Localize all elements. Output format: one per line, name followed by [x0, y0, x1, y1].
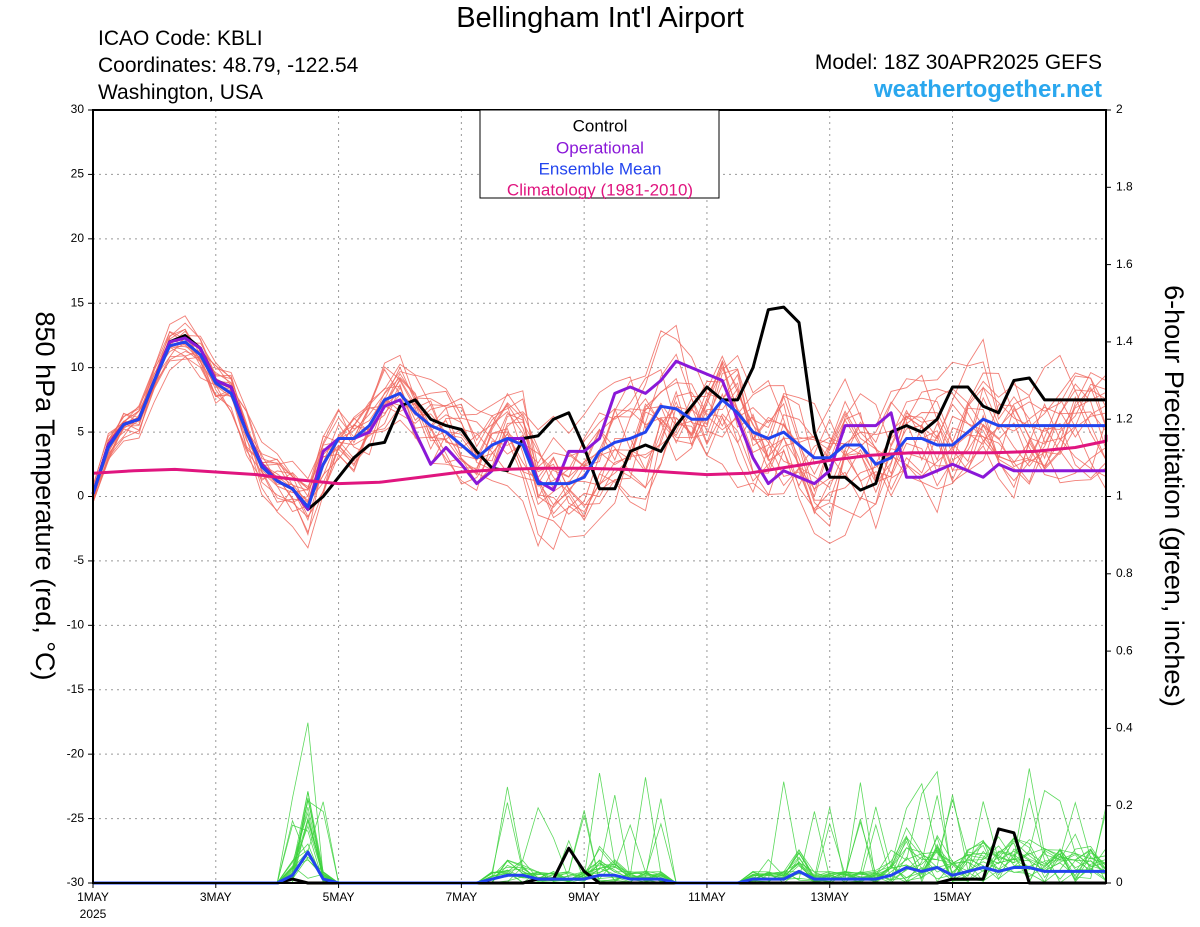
- legend-box: [479, 109, 720, 199]
- left-tick-label: 5: [77, 424, 84, 438]
- left-tick-label: -15: [67, 682, 85, 696]
- right-tick-label: 0.8: [1116, 566, 1133, 580]
- chart-title: Bellingham Int'l Airport: [456, 2, 744, 34]
- left-tick-label: 30: [71, 102, 85, 116]
- left-tick-label: -25: [67, 811, 85, 825]
- left-tick-label: -5: [73, 553, 84, 567]
- right-tick-label: 1.6: [1116, 257, 1133, 271]
- x-tick-label: 11MAY: [688, 890, 726, 904]
- coordinates-label: Coordinates: 48.79, -122.54: [98, 54, 359, 77]
- x-tick-label: 9MAY: [568, 890, 600, 904]
- precip-member-line: [93, 806, 1107, 884]
- right-tick-label: 0.4: [1116, 721, 1133, 735]
- left-tick-label: -20: [67, 746, 85, 760]
- model-label: Model: 18Z 30APR2025 GEFS: [814, 51, 1102, 74]
- precip-member-line: [93, 777, 1107, 884]
- legend-operational: Operational: [556, 138, 644, 157]
- left-tick-label: 15: [71, 295, 85, 309]
- precip-member-line: [93, 795, 1107, 884]
- axis-ticks: -30-25-20-15-10-505101520253000.20.40.60…: [67, 102, 1133, 921]
- x-tick-sublabel: 2025: [80, 907, 107, 921]
- right-tick-label: 1: [1116, 489, 1123, 503]
- grid-lines: [93, 110, 1106, 883]
- right-tick-label: 0.2: [1116, 798, 1133, 812]
- right-tick-label: 1.8: [1116, 179, 1133, 193]
- right-tick-label: 1.4: [1116, 334, 1133, 348]
- series-ensemble-mean-temp-line: [91, 340, 1106, 509]
- right-tick-label: 0.6: [1116, 643, 1133, 657]
- temperature-member-line: [92, 356, 1107, 527]
- x-tick-label: 5MAY: [323, 890, 355, 904]
- right-axis-title: 6-hour Precipitation (green, inches): [1159, 285, 1189, 707]
- x-tick-label: 3MAY: [200, 890, 232, 904]
- legend-climatology: Climatology (1981-2010): [507, 180, 693, 199]
- precipitation-ensemble-members: [93, 722, 1107, 884]
- right-tick-label: 2: [1116, 102, 1123, 116]
- legend-control: Control: [573, 116, 628, 135]
- x-tick-label: 15MAY: [933, 890, 971, 904]
- temperature-member-line: [92, 339, 1107, 551]
- left-tick-label: -30: [67, 875, 85, 889]
- left-tick-label: 10: [71, 360, 85, 374]
- right-tick-label: 1.2: [1116, 411, 1133, 425]
- legend-ensemble-mean: Ensemble Mean: [539, 159, 662, 178]
- left-tick-label: 0: [77, 489, 84, 503]
- icao-code-label: ICAO Code: KBLI: [98, 27, 263, 50]
- x-tick-label: 1MAY: [77, 890, 109, 904]
- legend: Control Operational Ensemble Mean Climat…: [479, 109, 720, 199]
- temperature-member-line: [92, 336, 1107, 522]
- left-tick-label: -10: [67, 618, 85, 632]
- precip-member-line: [93, 795, 1107, 884]
- left-tick-label: 25: [71, 167, 85, 181]
- left-axis-title: 850 hPa Temperature (red, °C): [30, 312, 60, 681]
- website-link[interactable]: weathertogether.net: [873, 76, 1102, 103]
- region-label: Washington, USA: [98, 81, 263, 104]
- right-tick-label: 0: [1116, 875, 1123, 889]
- temperature-ensemble-members: [92, 315, 1107, 551]
- series-lines: [91, 305, 1108, 885]
- left-tick-label: 20: [71, 231, 85, 245]
- x-tick-label: 7MAY: [445, 890, 477, 904]
- series-climatology-1981-2010-temp-line: [92, 434, 1108, 486]
- x-tick-label: 13MAY: [810, 890, 848, 904]
- temperature-member-line: [92, 330, 1107, 498]
- temperature-member-line: [92, 346, 1107, 538]
